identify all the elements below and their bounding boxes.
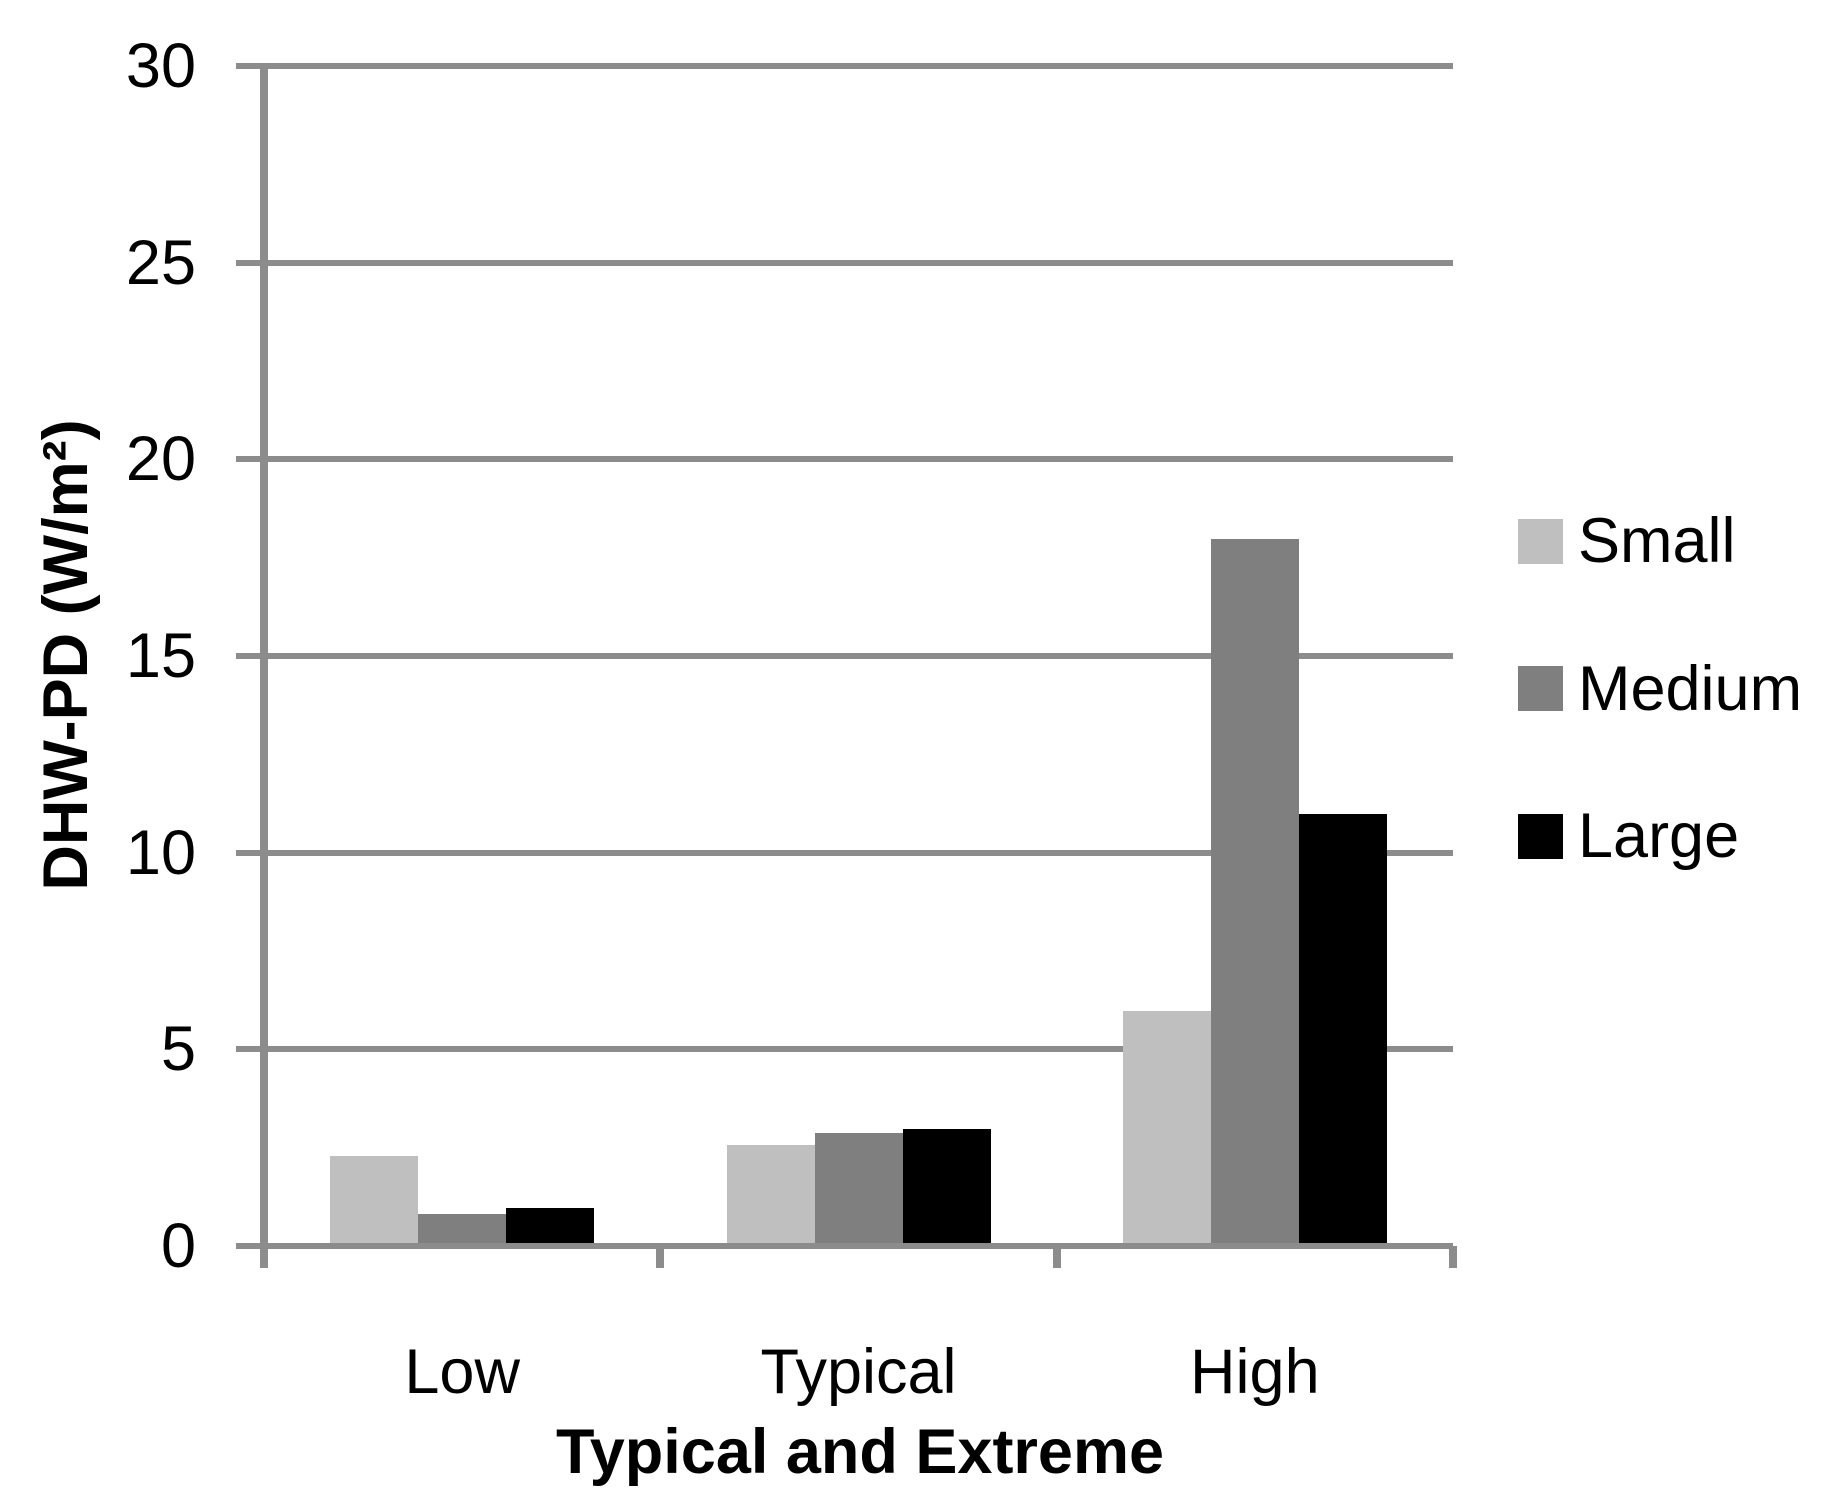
bar-large-low xyxy=(506,1208,594,1243)
x-axis-tick-3 xyxy=(1449,1246,1457,1268)
legend-item-large: Large xyxy=(1518,801,1739,871)
gridline-5 xyxy=(236,1046,1453,1053)
bar-small-typical xyxy=(727,1145,815,1243)
x-category-label-high: High xyxy=(1190,1337,1320,1407)
y-axis-line xyxy=(260,63,268,1268)
y-tick-label-25: 25 xyxy=(125,227,196,298)
legend-item-small: Small xyxy=(1518,506,1736,576)
legend-swatch-medium xyxy=(1518,666,1563,711)
legend-label-small: Small xyxy=(1578,506,1736,576)
y-tick-label-5: 5 xyxy=(160,1014,196,1085)
bar-medium-typical xyxy=(815,1133,903,1243)
legend-swatch-large xyxy=(1518,813,1563,859)
bar-large-typical xyxy=(903,1129,991,1243)
bar-medium-low xyxy=(418,1214,506,1243)
gridline-20 xyxy=(236,456,1453,463)
legend-item-medium: Medium xyxy=(1518,654,1802,724)
bar-small-high xyxy=(1123,1011,1211,1243)
gridline-10 xyxy=(236,849,1453,856)
legend-label-medium: Medium xyxy=(1578,653,1803,724)
bar-large-high xyxy=(1299,814,1387,1243)
gridline-25 xyxy=(236,259,1453,266)
bar-medium-high xyxy=(1211,539,1299,1243)
x-category-label-typical: Typical xyxy=(760,1337,957,1407)
y-tick-label-0: 0 xyxy=(160,1211,196,1281)
bar-small-low xyxy=(330,1156,418,1243)
y-tick-label-20: 20 xyxy=(125,424,196,495)
y-tick-label-15: 15 xyxy=(125,621,196,692)
x-category-label-low: Low xyxy=(404,1337,520,1407)
y-tick-label-10: 10 xyxy=(125,817,196,888)
gridline-30 xyxy=(236,63,1453,70)
y-tick-label-30: 30 xyxy=(125,31,196,102)
gridline-15 xyxy=(236,653,1453,660)
x-axis-tick-2 xyxy=(1052,1246,1061,1268)
x-axis-title: Typical and Extreme xyxy=(555,1417,1165,1487)
x-axis-line xyxy=(236,1243,1453,1249)
legend-label-large: Large xyxy=(1578,801,1740,871)
legend-swatch-small xyxy=(1518,518,1563,564)
x-axis-tick-1 xyxy=(656,1246,665,1268)
